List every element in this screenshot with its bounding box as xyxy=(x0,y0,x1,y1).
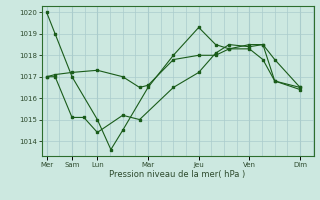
X-axis label: Pression niveau de la mer( hPa ): Pression niveau de la mer( hPa ) xyxy=(109,170,246,179)
